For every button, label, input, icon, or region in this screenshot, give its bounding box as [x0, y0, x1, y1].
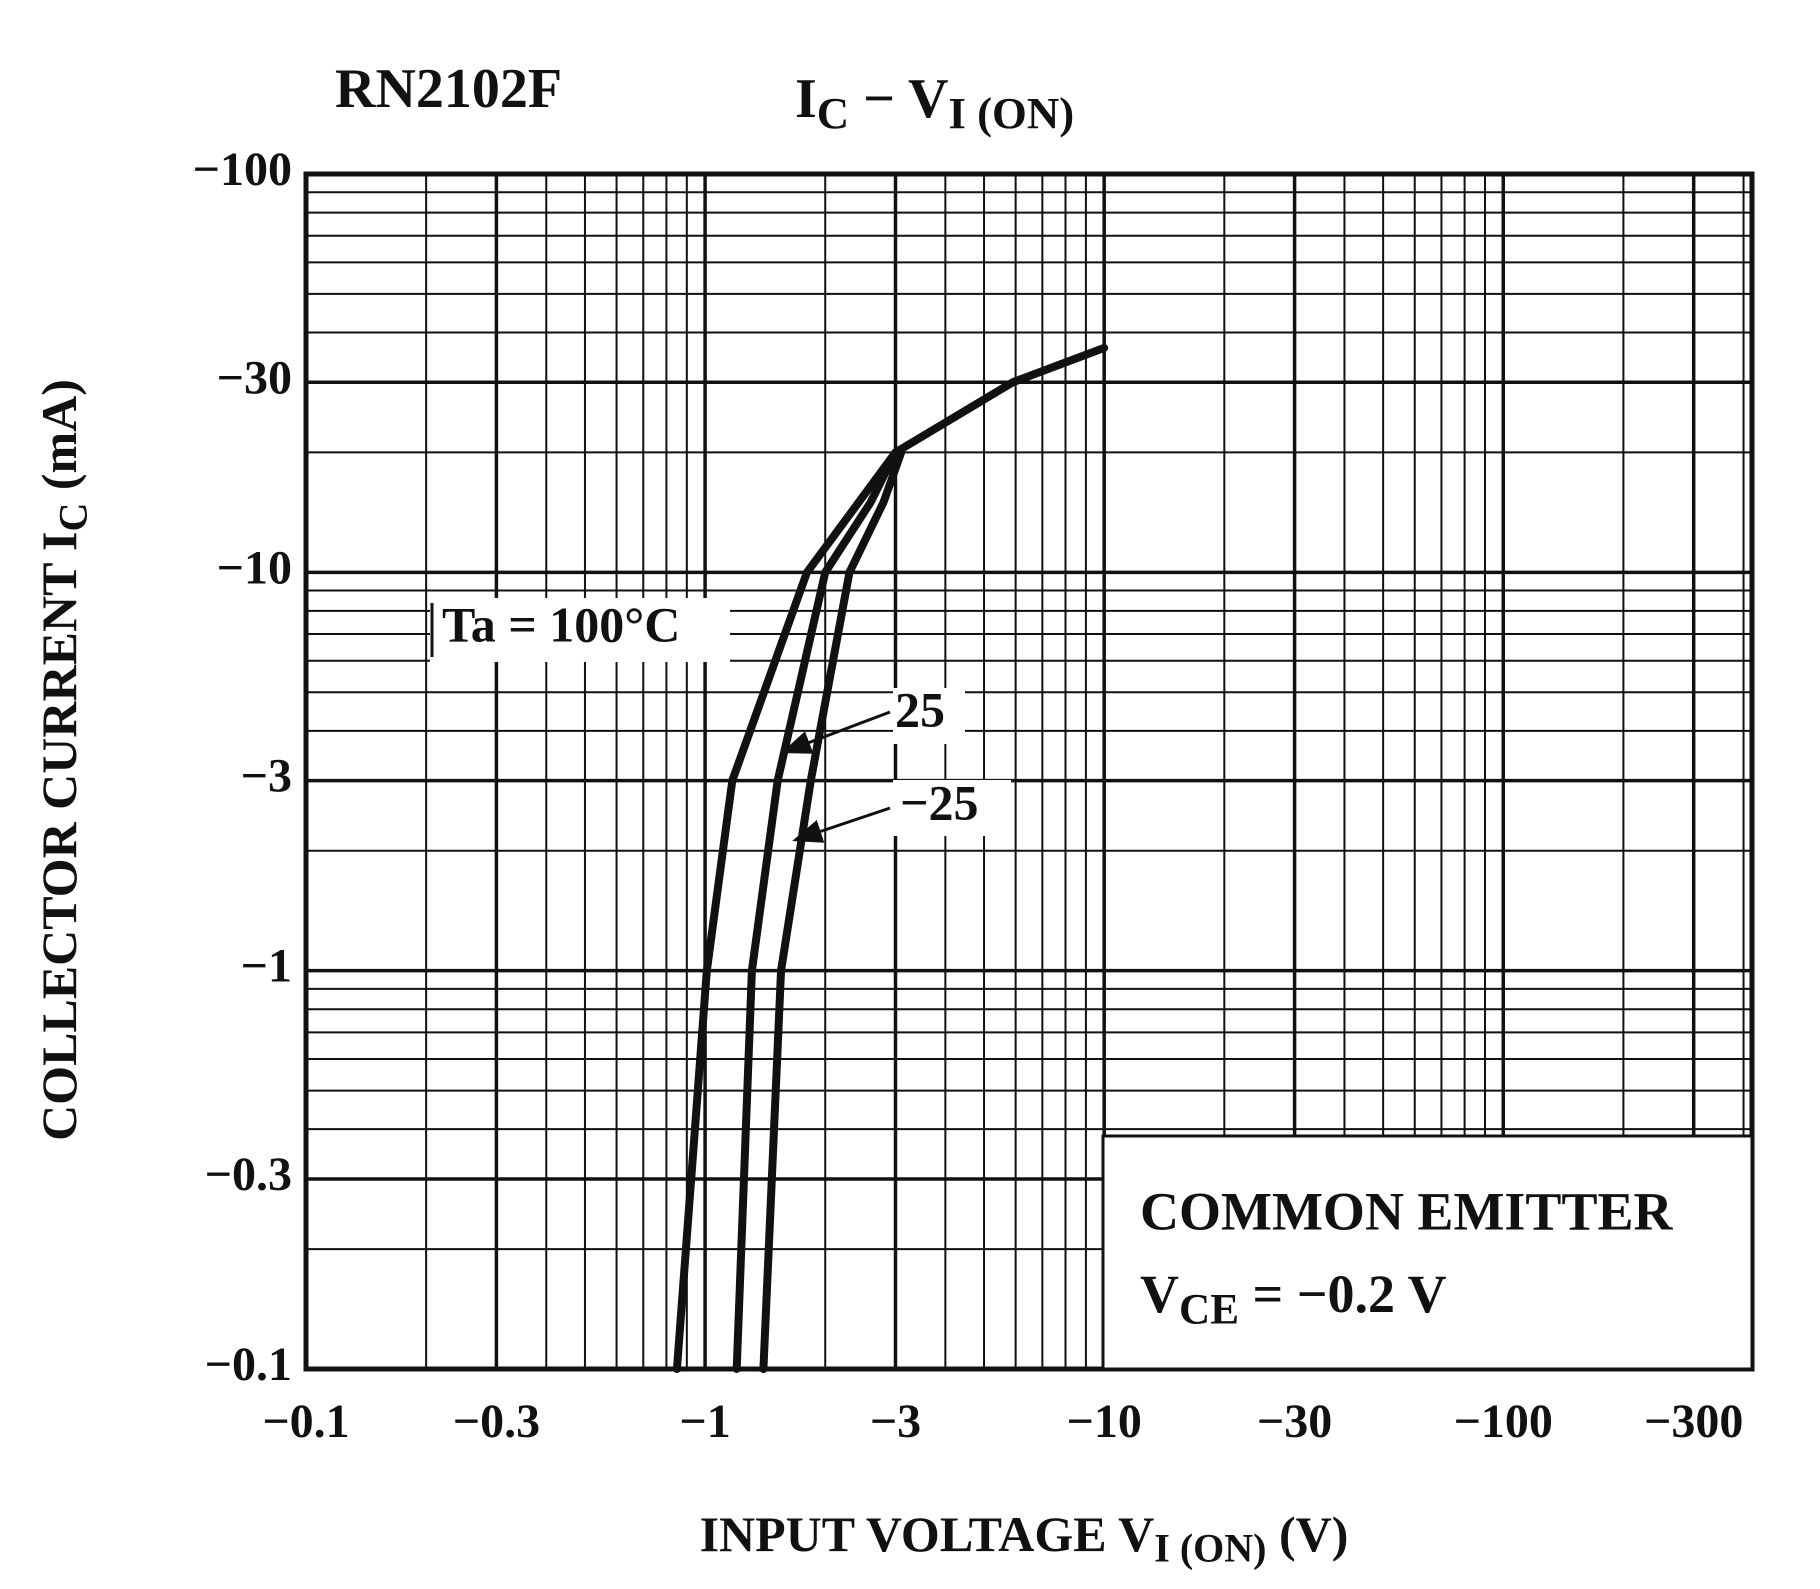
y-tick-label: −100: [193, 143, 292, 196]
plot-frame: [303, 171, 1755, 1372]
note-line-sub: CE: [1179, 1286, 1239, 1333]
x-tick-label: −0.1: [262, 1395, 349, 1448]
x-axis-label-part: INPUT VOLTAGE V: [700, 1506, 1155, 1562]
note-line: VCE = −0.2 V: [1140, 1264, 1447, 1333]
label-bg: [893, 780, 1011, 836]
label-bg: [893, 688, 965, 744]
x-tick-label: −100: [1454, 1395, 1553, 1448]
label-arrow: [781, 710, 891, 754]
y-tick-label: −30: [217, 351, 292, 404]
chart-subtitle: IC − VI (ON): [795, 68, 1074, 138]
x-tick-label: −1: [679, 1395, 730, 1448]
series-label: 25: [895, 681, 945, 737]
label-bg: [430, 598, 730, 662]
note-line-part: = −0.2 V: [1239, 1264, 1447, 1324]
y-axis-label-sub: C: [51, 503, 96, 532]
label-arrow: [792, 806, 891, 843]
x-tick-label: −300: [1644, 1395, 1743, 1448]
x-tick-label: −3: [870, 1395, 921, 1448]
x-axis-label-sub: I (ON): [1154, 1526, 1266, 1571]
note-box: [1101, 1134, 1754, 1371]
x-tick-label: −10: [1066, 1395, 1141, 1448]
y-axis-label: COLLECTOR CURRENT IC (mA): [31, 379, 95, 1141]
series-label: −25: [900, 774, 979, 830]
x-axis-label-part: (V): [1267, 1506, 1349, 1562]
x-tick-label: −30: [1257, 1395, 1332, 1448]
y-axis-label-part: (mA): [31, 379, 87, 503]
series-label: Ta = 100°C: [442, 596, 680, 652]
note-line: COMMON EMITTER: [1140, 1181, 1673, 1241]
y-axis-label-part: COLLECTOR CURRENT I: [31, 532, 87, 1141]
chart-subtitle-part: − V: [849, 68, 948, 130]
y-tick-label: −0.1: [205, 1338, 292, 1391]
y-tick-label: −3: [241, 750, 292, 803]
y-tick-label: −10: [217, 541, 292, 594]
series-line: [672, 343, 1109, 1373]
series-line: [759, 448, 906, 1373]
y-tick-label: −1: [241, 940, 292, 993]
x-tick-label: −0.3: [453, 1395, 540, 1448]
chart-subtitle-sub: I (ON): [949, 88, 1075, 138]
series-line: [732, 448, 900, 1373]
chart-subtitle-sub: C: [817, 88, 849, 138]
note-line-part: V: [1140, 1264, 1179, 1324]
chart-subtitle-part: I: [795, 68, 817, 130]
x-axis-label: INPUT VOLTAGE VI (ON) (V): [700, 1506, 1349, 1570]
chart-title: RN2102F: [335, 58, 562, 120]
y-tick-label: −0.3: [205, 1148, 292, 1201]
